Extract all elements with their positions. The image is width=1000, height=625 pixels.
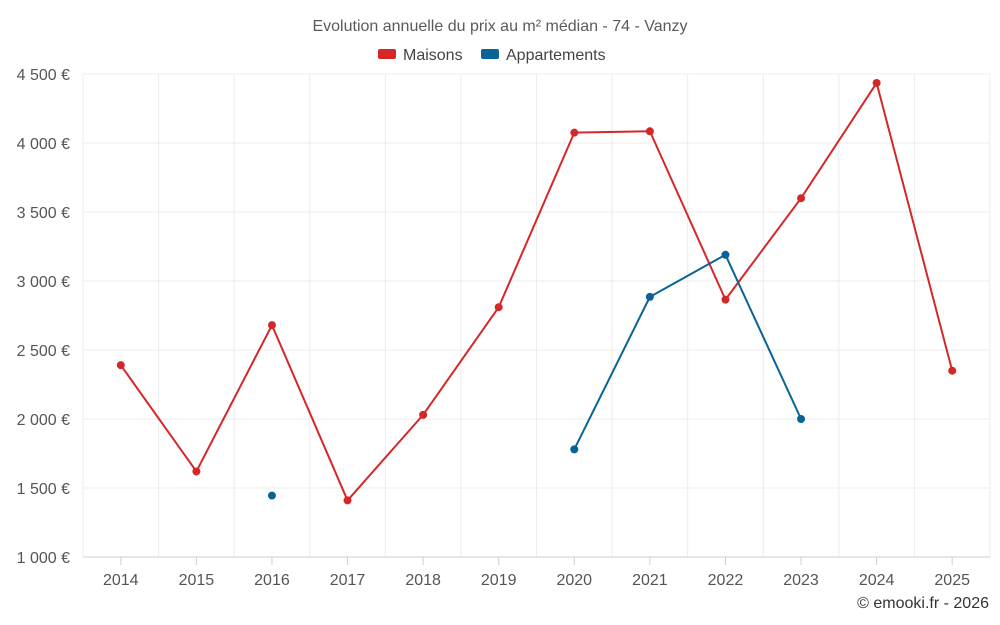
credit-text: © emooki.fr - 2026 (857, 595, 989, 612)
legend-label-appartements[interactable]: Appartements (506, 47, 606, 64)
y-tick-label: 1 500 € (17, 481, 70, 498)
x-tick-label: 2024 (859, 572, 895, 589)
y-tick-label: 3 000 € (17, 274, 70, 291)
x-tick-label: 2019 (481, 572, 517, 589)
x-tick-label: 2021 (632, 572, 668, 589)
legend-swatch-appartements[interactable] (481, 49, 499, 59)
data-point-maisons[interactable] (116, 361, 125, 370)
x-tick-label: 2016 (254, 572, 290, 589)
x-tick-label: 2022 (708, 572, 744, 589)
chart-title: Evolution annuelle du prix au m² médian … (312, 18, 687, 35)
legend: Maisons Appartements (378, 47, 606, 64)
legend-label-maisons[interactable]: Maisons (403, 47, 463, 64)
data-point-maisons[interactable] (267, 321, 276, 330)
y-tick-label: 1 000 € (17, 550, 70, 567)
data-point-maisons[interactable] (419, 410, 428, 419)
series-line-maisons (119, 81, 954, 502)
y-tick-label: 3 500 € (17, 205, 70, 222)
data-point-maisons[interactable] (343, 496, 352, 505)
x-tick-label: 2018 (405, 572, 441, 589)
data-point-appartements[interactable] (570, 445, 579, 454)
x-tick-label: 2025 (934, 572, 970, 589)
legend-swatch-maisons[interactable] (378, 49, 396, 59)
y-tick-label: 4 500 € (17, 67, 70, 84)
x-tick-label: 2020 (556, 572, 592, 589)
data-point-maisons[interactable] (645, 127, 654, 136)
data-point-maisons[interactable] (192, 467, 201, 476)
series (116, 78, 957, 505)
x-tick-label: 2023 (783, 572, 819, 589)
data-point-maisons[interactable] (797, 194, 806, 203)
data-point-maisons[interactable] (872, 78, 881, 87)
grid (83, 73, 991, 557)
data-point-appartements[interactable] (797, 415, 806, 423)
data-point-maisons[interactable] (721, 295, 730, 304)
data-point-maisons[interactable] (948, 366, 957, 375)
data-point-appartements[interactable] (267, 491, 276, 500)
data-point-maisons[interactable] (494, 303, 503, 312)
series-line-appartements (573, 253, 802, 450)
x-tick-label: 2014 (103, 572, 139, 589)
data-point-appartements[interactable] (721, 250, 730, 259)
y-tick-label: 4 000 € (17, 136, 70, 153)
y-tick-label: 2 000 € (17, 412, 70, 429)
data-point-appartements[interactable] (645, 292, 654, 301)
x-tick-label: 2015 (179, 572, 215, 589)
x-tick-label: 2017 (330, 572, 366, 589)
data-point-maisons[interactable] (570, 128, 579, 137)
y-tick-label: 2 500 € (17, 343, 70, 360)
axes: 1 000 € 1 500 € 2 000 € 2 500 € 3 000 € 3 500… (17, 67, 990, 589)
